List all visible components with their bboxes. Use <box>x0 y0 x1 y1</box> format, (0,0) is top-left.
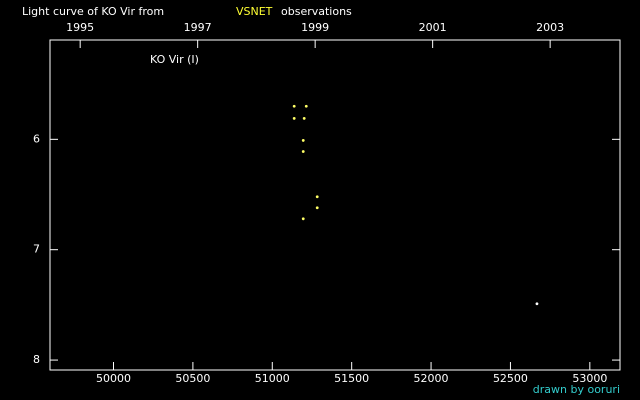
credit: drawn by ooruri <box>533 383 620 396</box>
y-tick-label: 6 <box>33 132 40 145</box>
data-point <box>301 217 305 221</box>
x-tick-label: 52500 <box>493 372 528 385</box>
x-tick-label: 52000 <box>414 372 449 385</box>
x-tick-label: 50000 <box>96 372 131 385</box>
data-point <box>304 104 308 108</box>
data-point <box>315 206 319 210</box>
data-point <box>315 195 319 199</box>
y-tick-label: 8 <box>33 353 40 366</box>
data-point <box>301 150 305 153</box>
x-tick-label: 51500 <box>334 372 369 385</box>
data-point <box>302 116 306 120</box>
top-tick-label: 2003 <box>536 21 564 34</box>
x-tick-label: 51000 <box>255 372 290 385</box>
top-tick-label: 1995 <box>66 21 94 34</box>
chart-title-suffix: observations <box>281 5 352 18</box>
data-point <box>292 104 296 108</box>
top-tick-label: 2001 <box>419 21 447 34</box>
plot-frame <box>49 39 621 371</box>
chart-title: Light curve of KO Vir from <box>22 5 164 18</box>
x-tick-label: 53000 <box>572 372 607 385</box>
star-label: KO Vir (I) <box>150 53 199 66</box>
data-point <box>301 139 305 142</box>
top-tick-label: 1999 <box>301 21 329 34</box>
top-tick-label: 1997 <box>184 21 212 34</box>
y-tick-label: 7 <box>33 243 40 256</box>
data-point <box>292 116 296 120</box>
x-tick-label: 50500 <box>175 372 210 385</box>
chart-title-source: VSNET <box>236 5 273 18</box>
data-point <box>535 302 539 306</box>
